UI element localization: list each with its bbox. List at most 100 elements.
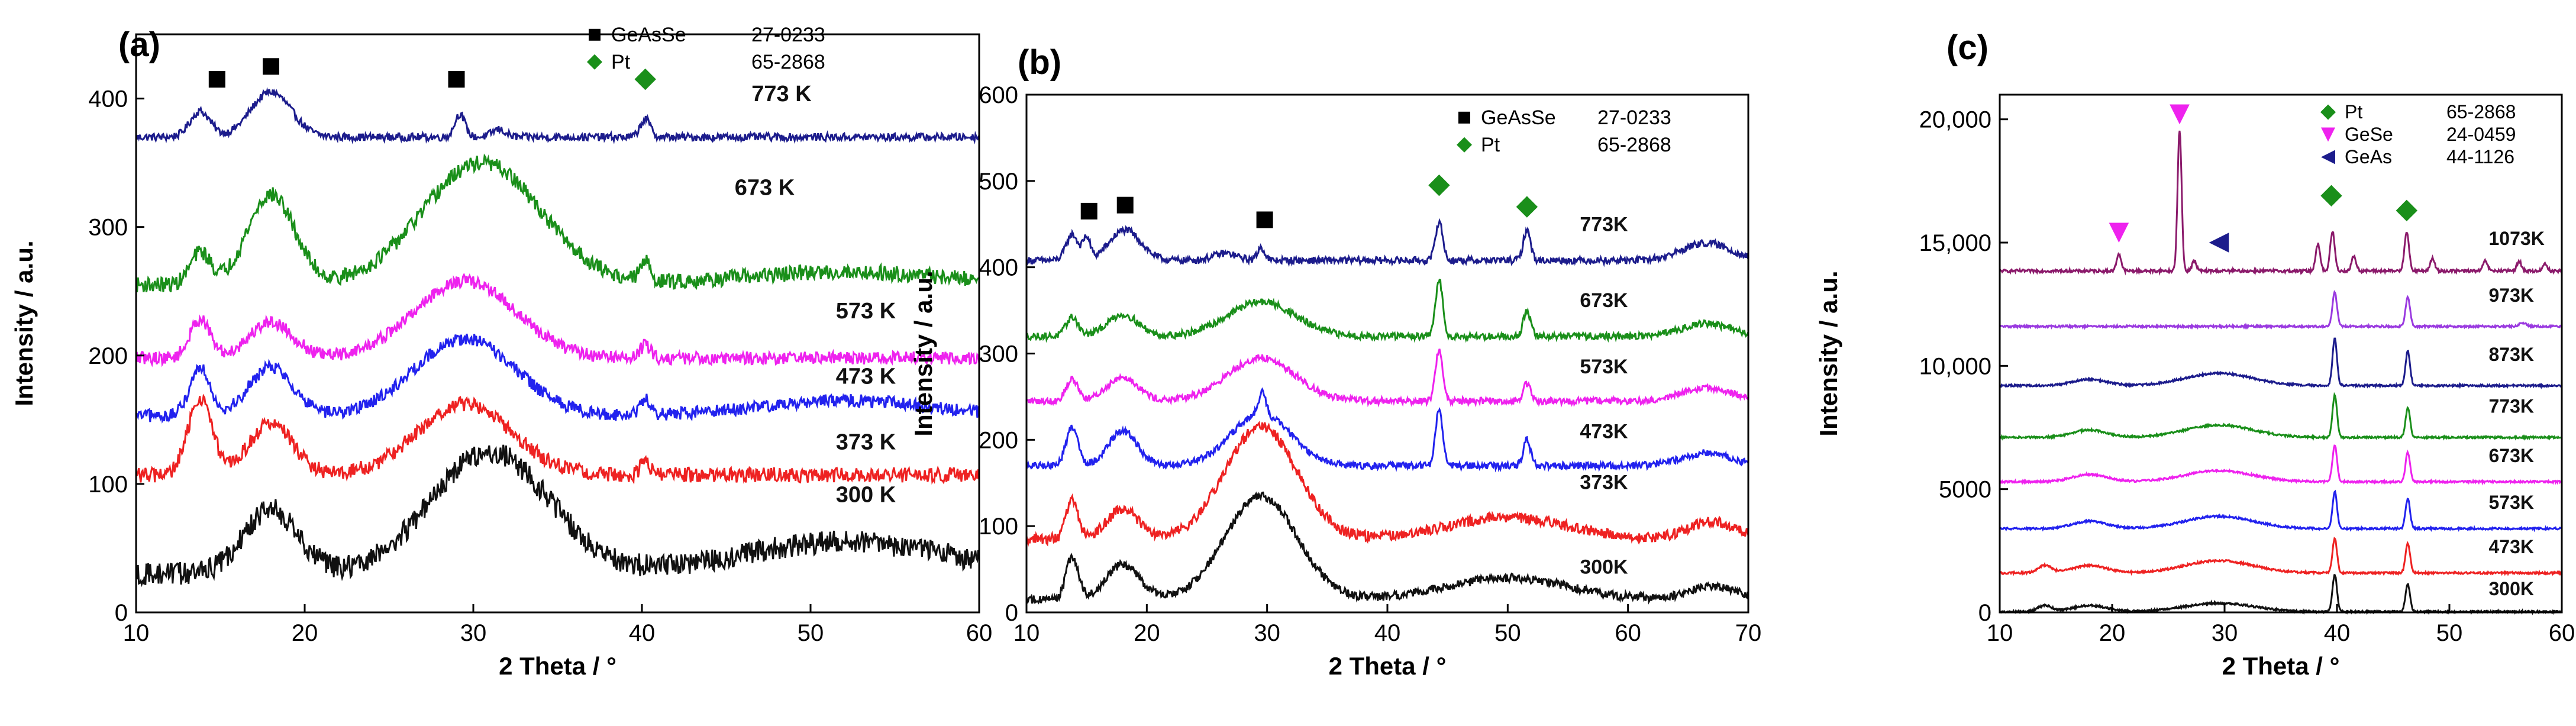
series-label: 473 K bbox=[836, 364, 896, 389]
panel-label: (c) bbox=[1946, 28, 1989, 67]
series-line bbox=[1025, 491, 1749, 605]
phase-marker bbox=[2209, 233, 2229, 253]
y-tick-label: 300 bbox=[979, 341, 1018, 367]
chart-panel-1: (a) 773 K 673 K 573 K 473 K 373 K 300 K 10 20 30 4… bbox=[10, 24, 992, 680]
x-tick-label: 60 bbox=[966, 620, 993, 646]
x-tick-label: 60 bbox=[2549, 620, 2575, 646]
series-line bbox=[1025, 387, 1749, 473]
y-tick-label: 0 bbox=[1978, 600, 1991, 626]
x-tick-label: 10 bbox=[1013, 620, 1040, 646]
phase-marker bbox=[448, 70, 465, 88]
y-tick-label: 0 bbox=[1005, 600, 1018, 626]
legend-entry-card: 65-2868 bbox=[2446, 101, 2516, 122]
legend-symbol bbox=[587, 54, 602, 70]
y-tick-label: 400 bbox=[88, 86, 128, 112]
series-line bbox=[135, 273, 980, 367]
legend: GeAsSe 27-0233 Pt 65-2868 bbox=[1457, 107, 1671, 156]
series-label: 573 K bbox=[836, 299, 896, 324]
series-label: 473K bbox=[1580, 420, 1628, 443]
series-line bbox=[135, 86, 980, 144]
phase-marker bbox=[1516, 196, 1538, 218]
chart-panel-3: (c) 1073K 973K 873K 773K 673K 573K 473K 300K 10 20… bbox=[1815, 28, 2575, 680]
x-tick-label: 30 bbox=[2212, 620, 2238, 646]
legend-entry-card: 27-0233 bbox=[751, 24, 825, 46]
legend-entry-card: 44-1126 bbox=[2446, 146, 2514, 167]
series-line bbox=[1999, 290, 2563, 330]
legend-entry-card: 24-0459 bbox=[2446, 124, 2516, 145]
series-line bbox=[1999, 337, 2562, 389]
y-tick-label: 5000 bbox=[1939, 477, 1991, 503]
y-tick-label: 600 bbox=[979, 82, 1018, 108]
x-axis-title: 2 Theta / ° bbox=[1329, 652, 1447, 680]
series-label: 673K bbox=[1580, 289, 1628, 312]
series-label: 373K bbox=[1580, 471, 1628, 493]
legend-entry-name: GeAsSe bbox=[611, 24, 686, 46]
chart-panel-2: (b) 773K 673K 573K 473K 373K 300K 10 20 30 40 50 60 7… bbox=[909, 43, 1761, 680]
series-label: 773 K bbox=[751, 82, 812, 107]
series-label: 473K bbox=[2489, 536, 2535, 557]
series-line bbox=[1999, 444, 2562, 486]
series-label: 1073K bbox=[2489, 228, 2545, 249]
x-axis-title: 2 Theta / ° bbox=[499, 652, 616, 680]
phase-marker bbox=[634, 68, 656, 91]
phase-marker bbox=[2320, 185, 2342, 207]
series-line bbox=[135, 393, 980, 485]
y-tick-label: 100 bbox=[88, 472, 128, 498]
legend: GeAsSe 27-0233 Pt 65-2868 bbox=[587, 24, 825, 73]
series-line bbox=[1999, 130, 2562, 276]
series-label: 300K bbox=[1580, 556, 1628, 578]
series-line bbox=[1999, 574, 2563, 615]
series-label: 300K bbox=[2489, 578, 2535, 599]
y-tick-label: 100 bbox=[979, 514, 1018, 540]
legend-entry-card: 65-2868 bbox=[1597, 134, 1671, 156]
series-label: 973K bbox=[2489, 285, 2535, 306]
x-tick-label: 30 bbox=[1254, 620, 1280, 646]
phase-marker bbox=[2170, 104, 2190, 125]
panel-label: (b) bbox=[1018, 43, 1061, 82]
legend-symbol bbox=[1458, 111, 1470, 124]
legend-entry-name: GeSe bbox=[2345, 124, 2393, 145]
phase-marker bbox=[263, 58, 279, 75]
x-tick-label: 30 bbox=[460, 620, 487, 646]
x-tick-label: 10 bbox=[1987, 620, 2013, 646]
series-line bbox=[1999, 392, 2563, 441]
legend-entry-name: Pt bbox=[611, 51, 631, 73]
plot-frame bbox=[135, 33, 980, 614]
series-line bbox=[135, 444, 980, 588]
x-tick-label: 20 bbox=[292, 620, 318, 646]
series-line bbox=[135, 153, 979, 293]
x-tick-label: 40 bbox=[629, 620, 656, 646]
series-line bbox=[1025, 421, 1749, 547]
legend-symbol bbox=[589, 28, 601, 41]
phase-marker bbox=[2109, 222, 2129, 243]
y-axis-title: Intensity / a.u. bbox=[10, 240, 38, 406]
y-tick-label: 15,000 bbox=[1919, 230, 1991, 256]
phase-marker bbox=[1256, 211, 1273, 228]
y-tick-label: 20,000 bbox=[1919, 107, 1991, 133]
x-tick-label: 40 bbox=[2324, 620, 2351, 646]
x-tick-label: 40 bbox=[1374, 620, 1401, 646]
phase-marker bbox=[1428, 174, 1450, 196]
plot-frame bbox=[1999, 93, 2563, 614]
y-tick-label: 500 bbox=[979, 169, 1018, 195]
series-line bbox=[1025, 218, 1749, 267]
y-tick-label: 200 bbox=[88, 343, 128, 369]
y-tick-label: 400 bbox=[979, 255, 1018, 281]
series-label: 773K bbox=[2489, 396, 2535, 417]
series-label: 873K bbox=[2489, 344, 2535, 365]
x-tick-label: 70 bbox=[1735, 620, 1762, 646]
series-line bbox=[1026, 278, 1749, 343]
legend-entry-name: GeAsSe bbox=[1481, 107, 1556, 129]
phase-marker bbox=[1116, 196, 1134, 214]
series-label: 773K bbox=[1580, 213, 1628, 235]
series-label: 573K bbox=[2489, 492, 2535, 513]
x-tick-label: 20 bbox=[2099, 620, 2126, 646]
legend-entry-name: Pt bbox=[1481, 134, 1500, 156]
x-axis-title: 2 Theta / ° bbox=[2222, 652, 2340, 680]
series-line bbox=[135, 333, 980, 424]
legend-symbol bbox=[2321, 127, 2335, 142]
legend-entry-card: 27-0233 bbox=[1597, 107, 1671, 129]
series-label: 300 K bbox=[836, 482, 896, 507]
x-tick-label: 50 bbox=[1494, 620, 1521, 646]
